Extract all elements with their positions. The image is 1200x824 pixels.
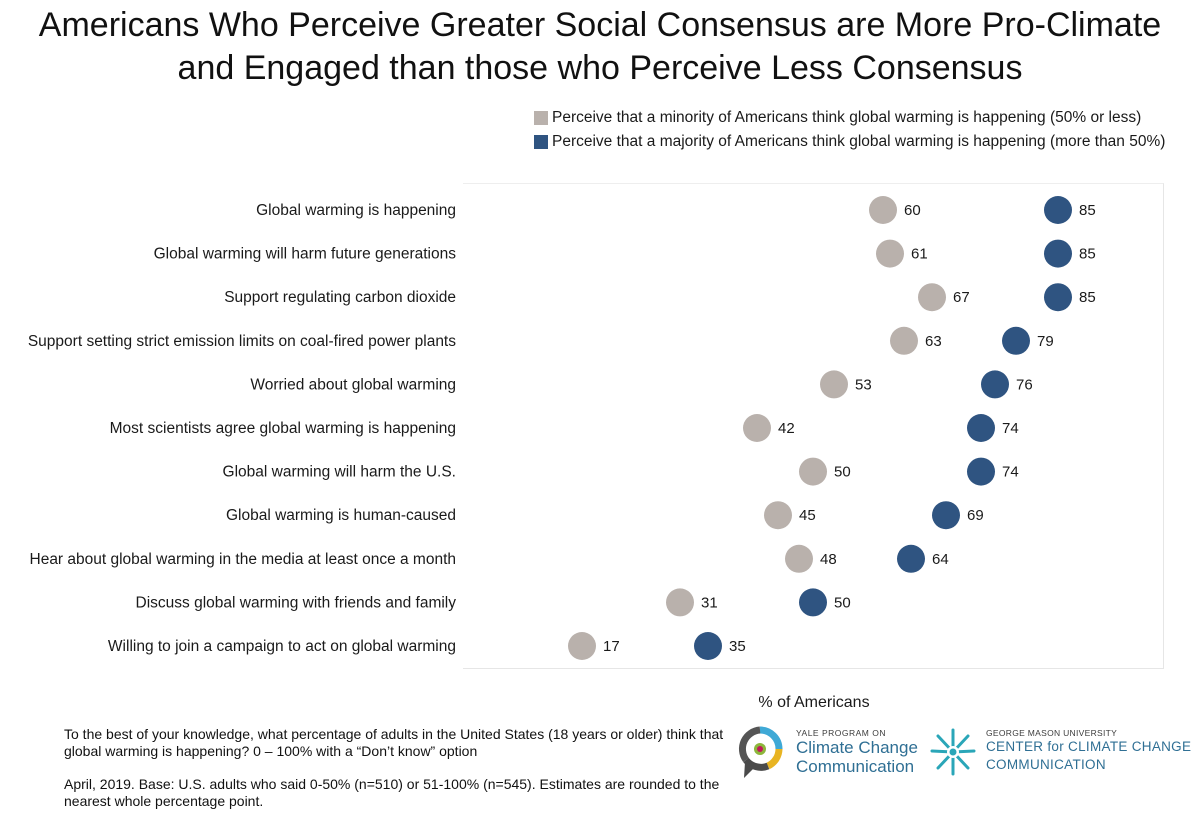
minority-point [869, 196, 897, 224]
majority-point [1044, 239, 1072, 268]
majority-value-label: 69 [967, 507, 984, 524]
minority-point [568, 632, 596, 660]
gmu-logo-line1: CENTER for CLIMATE CHANGE [986, 739, 1192, 754]
minority-point [785, 544, 813, 573]
gmu-wave-icon [930, 728, 976, 776]
minority-point [743, 414, 771, 442]
minority-value-label: 61 [911, 246, 928, 263]
legend-item-majority: Perceive that a majority of Americans th… [534, 130, 1165, 154]
minority-point [890, 326, 918, 355]
majority-value-label: 35 [729, 638, 746, 655]
yale-logo-line2: Communication [796, 757, 915, 776]
majority-point [897, 544, 925, 573]
minority-value-label: 67 [953, 289, 970, 306]
sample-base-note: April, 2019. Base: U.S. adults who said … [64, 776, 720, 809]
category-label: Discuss global warming with friends and … [136, 594, 457, 611]
minority-value-label: 53 [855, 376, 872, 393]
category-label: Hear about global warming in the media a… [30, 551, 457, 568]
gmu-logo-line2: COMMUNICATION [986, 757, 1106, 772]
gmu-logo: GEORGE MASON UNIVERSITY CENTER for CLIMA… [928, 724, 1191, 784]
minority-value-label: 60 [904, 202, 921, 219]
gmu-logo-small: GEORGE MASON UNIVERSITY [986, 728, 1118, 738]
majority-point [967, 414, 995, 442]
yale-logo: YALE PROGRAM ON Climate Change Communica… [738, 724, 918, 784]
majority-value-label: 50 [834, 594, 851, 611]
category-label: Worried about global warming [250, 376, 456, 393]
category-label: Most scientists agree global warming is … [110, 420, 456, 437]
majority-point [694, 632, 722, 660]
minority-value-label: 31 [701, 594, 718, 611]
majority-value-label: 74 [1002, 464, 1019, 481]
yale-speech-bubble-icon [739, 726, 783, 778]
chart-title: Americans Who Perceive Greater Social Co… [0, 4, 1200, 90]
plot-area [463, 183, 1164, 669]
minority-value-label: 42 [778, 420, 795, 437]
title-line-1: Americans Who Perceive Greater Social Co… [38, 6, 1162, 44]
category-label: Global warming is happening [256, 202, 456, 219]
majority-point [981, 370, 1009, 399]
yale-logo-small: YALE PROGRAM ON [796, 728, 886, 738]
majority-point [1044, 283, 1072, 312]
majority-point [932, 501, 960, 530]
category-label: Global warming will harm future generati… [154, 246, 457, 263]
majority-value-label: 85 [1079, 289, 1096, 306]
legend-label-minority: Perceive that a minority of Americans th… [552, 109, 1142, 126]
majority-value-label: 74 [1002, 420, 1019, 437]
x-axis-label: % of Americans [758, 694, 870, 711]
majority-value-label: 85 [1079, 246, 1096, 263]
minority-value-label: 48 [820, 551, 837, 568]
legend-item-minority: Perceive that a minority of Americans th… [534, 106, 1165, 130]
minority-point [876, 239, 904, 268]
majority-value-label: 79 [1037, 333, 1054, 350]
survey-question-note: To the best of your knowledge, what perc… [64, 726, 724, 759]
majority-point [1002, 326, 1030, 355]
yale-logo-line1: Climate Change [796, 738, 918, 757]
minority-point [918, 283, 946, 312]
majority-point [799, 588, 827, 617]
category-label: Global warming is human-caused [226, 507, 456, 524]
minority-point [764, 501, 792, 530]
legend-label-majority: Perceive that a majority of Americans th… [552, 133, 1166, 150]
category-label: Willing to join a campaign to act on glo… [108, 638, 456, 655]
minority-value-label: 50 [834, 464, 851, 481]
minority-value-label: 45 [799, 507, 816, 524]
legend-swatch-majority [534, 135, 548, 149]
title-line-2: and Engaged than those who Perceive Less… [177, 49, 1023, 87]
minority-point [820, 370, 848, 399]
majority-value-label: 64 [932, 551, 949, 568]
minority-value-label: 63 [925, 333, 942, 350]
majority-point [1044, 196, 1072, 224]
minority-point [799, 457, 827, 486]
majority-point [967, 457, 995, 486]
category-label: Support regulating carbon dioxide [224, 289, 456, 306]
majority-value-label: 76 [1016, 376, 1033, 393]
legend: Perceive that a minority of Americans th… [534, 106, 1165, 154]
category-label: Global warming will harm the U.S. [223, 464, 456, 481]
majority-value-label: 85 [1079, 202, 1096, 219]
minority-point [666, 588, 694, 617]
category-label: Support setting strict emission limits o… [28, 333, 456, 350]
legend-swatch-minority [534, 111, 548, 125]
minority-value-label: 17 [603, 638, 620, 655]
